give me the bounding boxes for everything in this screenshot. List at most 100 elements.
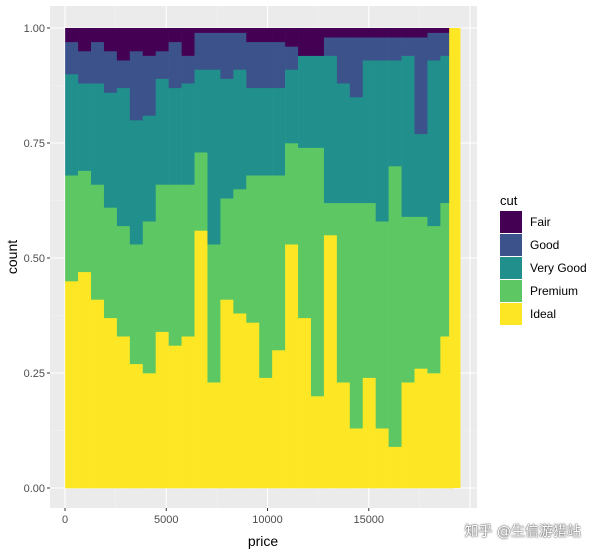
y-tick-label: 0.25	[24, 368, 45, 380]
bar-segment-very-good	[323, 55, 338, 204]
bar-segment-very-good	[103, 92, 118, 208]
bar-segment-very-good	[388, 60, 402, 167]
bar-segment-good	[233, 32, 247, 70]
bar-segment-very-good	[233, 69, 247, 190]
axis-ticks: 0.00 0.25 0.50 0.75 1.00 0 5000 10000 15000	[24, 23, 384, 526]
bar-segment-premium	[181, 184, 195, 337]
bar-segment-ideal	[388, 446, 402, 489]
y-tick-label: 1.00	[24, 23, 45, 35]
bar-segment-premium	[259, 175, 273, 378]
bar-segment-premium	[414, 216, 428, 369]
y-tick-label: 0.50	[24, 253, 45, 265]
legend-label-good: Good	[530, 238, 559, 252]
bar-segment-ideal	[233, 313, 247, 489]
bar-segment-premium	[285, 143, 299, 245]
bar-segment-fair	[427, 28, 441, 33]
bar-segment-good	[272, 41, 286, 89]
bar-segment-premium	[103, 207, 118, 319]
bar-segment-fair	[440, 28, 454, 33]
bar-segment-very-good	[142, 115, 157, 222]
bar-segment-ideal	[259, 377, 273, 489]
bar-segment-good	[427, 32, 441, 61]
legend-title: cut	[500, 193, 518, 208]
bar-segment-very-good	[246, 87, 260, 176]
bar-segment-good	[194, 32, 208, 70]
x-axis-title: price	[248, 533, 279, 549]
bar-segment-ideal	[155, 331, 169, 489]
bar-segment-good	[414, 37, 428, 135]
bar-segment-very-good	[349, 97, 364, 204]
bar-segment-very-good	[375, 60, 389, 222]
bar-segment-fair	[233, 28, 247, 33]
legend-label-very-good: Very Good	[530, 261, 587, 275]
bar-segment-very-good	[401, 55, 415, 217]
bar-segment-good	[336, 37, 351, 84]
bar-segment-fair	[194, 28, 208, 33]
bar-segment-premium	[388, 166, 402, 447]
bar-segment-good	[65, 41, 79, 75]
bar-segment-very-good	[78, 83, 92, 171]
bar-segment-ideal	[401, 382, 415, 489]
bar-segment-very-good	[181, 83, 195, 185]
bar-segment-fair	[414, 28, 428, 38]
bar-segment-fair	[91, 28, 105, 43]
bar-segment-premium	[298, 147, 312, 319]
bar-segment-fair	[142, 28, 157, 56]
legend-label-premium: Premium	[530, 284, 578, 298]
bar-segment-fair	[78, 28, 92, 52]
legend-label-fair: Fair	[530, 215, 551, 229]
bar-segment-premium	[129, 244, 144, 365]
y-tick-label: 0.75	[24, 138, 45, 150]
bar-segment-very-good	[194, 69, 208, 153]
bar-segment-good	[168, 41, 182, 89]
bar-segment-good	[285, 46, 299, 70]
x-tick-label: 15000	[353, 514, 384, 526]
bar-segment-fair	[298, 28, 312, 56]
x-tick-label: 5000	[154, 514, 178, 526]
bar-segment-good	[323, 37, 338, 56]
bar-segment-fair	[65, 28, 79, 43]
bar-segment-very-good	[220, 78, 234, 199]
bar-segment-premium	[246, 175, 260, 323]
bar-segment-ideal	[414, 368, 428, 489]
bar-segment-ideal	[207, 382, 221, 489]
bar-segment-fair	[362, 28, 376, 38]
bar-segment-fair	[336, 28, 351, 38]
bar-segment-premium	[427, 225, 441, 374]
bar-segment-premium	[155, 184, 169, 332]
bar-segment-fair	[272, 28, 286, 43]
bar-segment-premium	[310, 147, 325, 397]
bar-segment-good	[181, 55, 195, 84]
bar-segment-fair	[349, 28, 364, 38]
bar-segment-very-good	[298, 55, 312, 148]
bar-segment-premium	[233, 189, 247, 314]
bar-segment-fair	[181, 28, 195, 56]
bar-segment-ideal	[116, 336, 131, 489]
bar-segment-very-good	[414, 133, 428, 217]
bar-segment-ideal	[310, 396, 325, 489]
bar-segment-premium	[65, 175, 79, 282]
bar-segment-good	[220, 32, 234, 79]
bar-segment-ideal	[103, 317, 118, 489]
bar-segment-premium	[78, 170, 92, 273]
bar-segment-good	[78, 51, 92, 84]
bar-segment-ideal	[91, 299, 105, 489]
bar-segment-fair	[388, 28, 402, 38]
bar-segment-very-good	[91, 83, 105, 185]
bar-segment-fair	[168, 28, 182, 43]
bar-segment-premium	[323, 202, 338, 236]
legend-key-fair	[500, 211, 522, 233]
bar-segment-premium	[116, 225, 131, 337]
bar-segment-ideal	[449, 28, 461, 488]
bar-segment-good	[388, 37, 402, 61]
bar-segment-ideal	[246, 322, 260, 489]
bar-segment-ideal	[194, 230, 208, 489]
bar-segment-very-good	[362, 60, 376, 204]
bar-segment-good	[91, 41, 105, 84]
legend-label-ideal: Ideal	[530, 307, 556, 321]
bar-segment-very-good	[427, 60, 441, 227]
bar-segment-good	[349, 37, 364, 98]
bar-segment-ideal	[323, 235, 338, 489]
bar-segment-ideal	[272, 350, 286, 489]
